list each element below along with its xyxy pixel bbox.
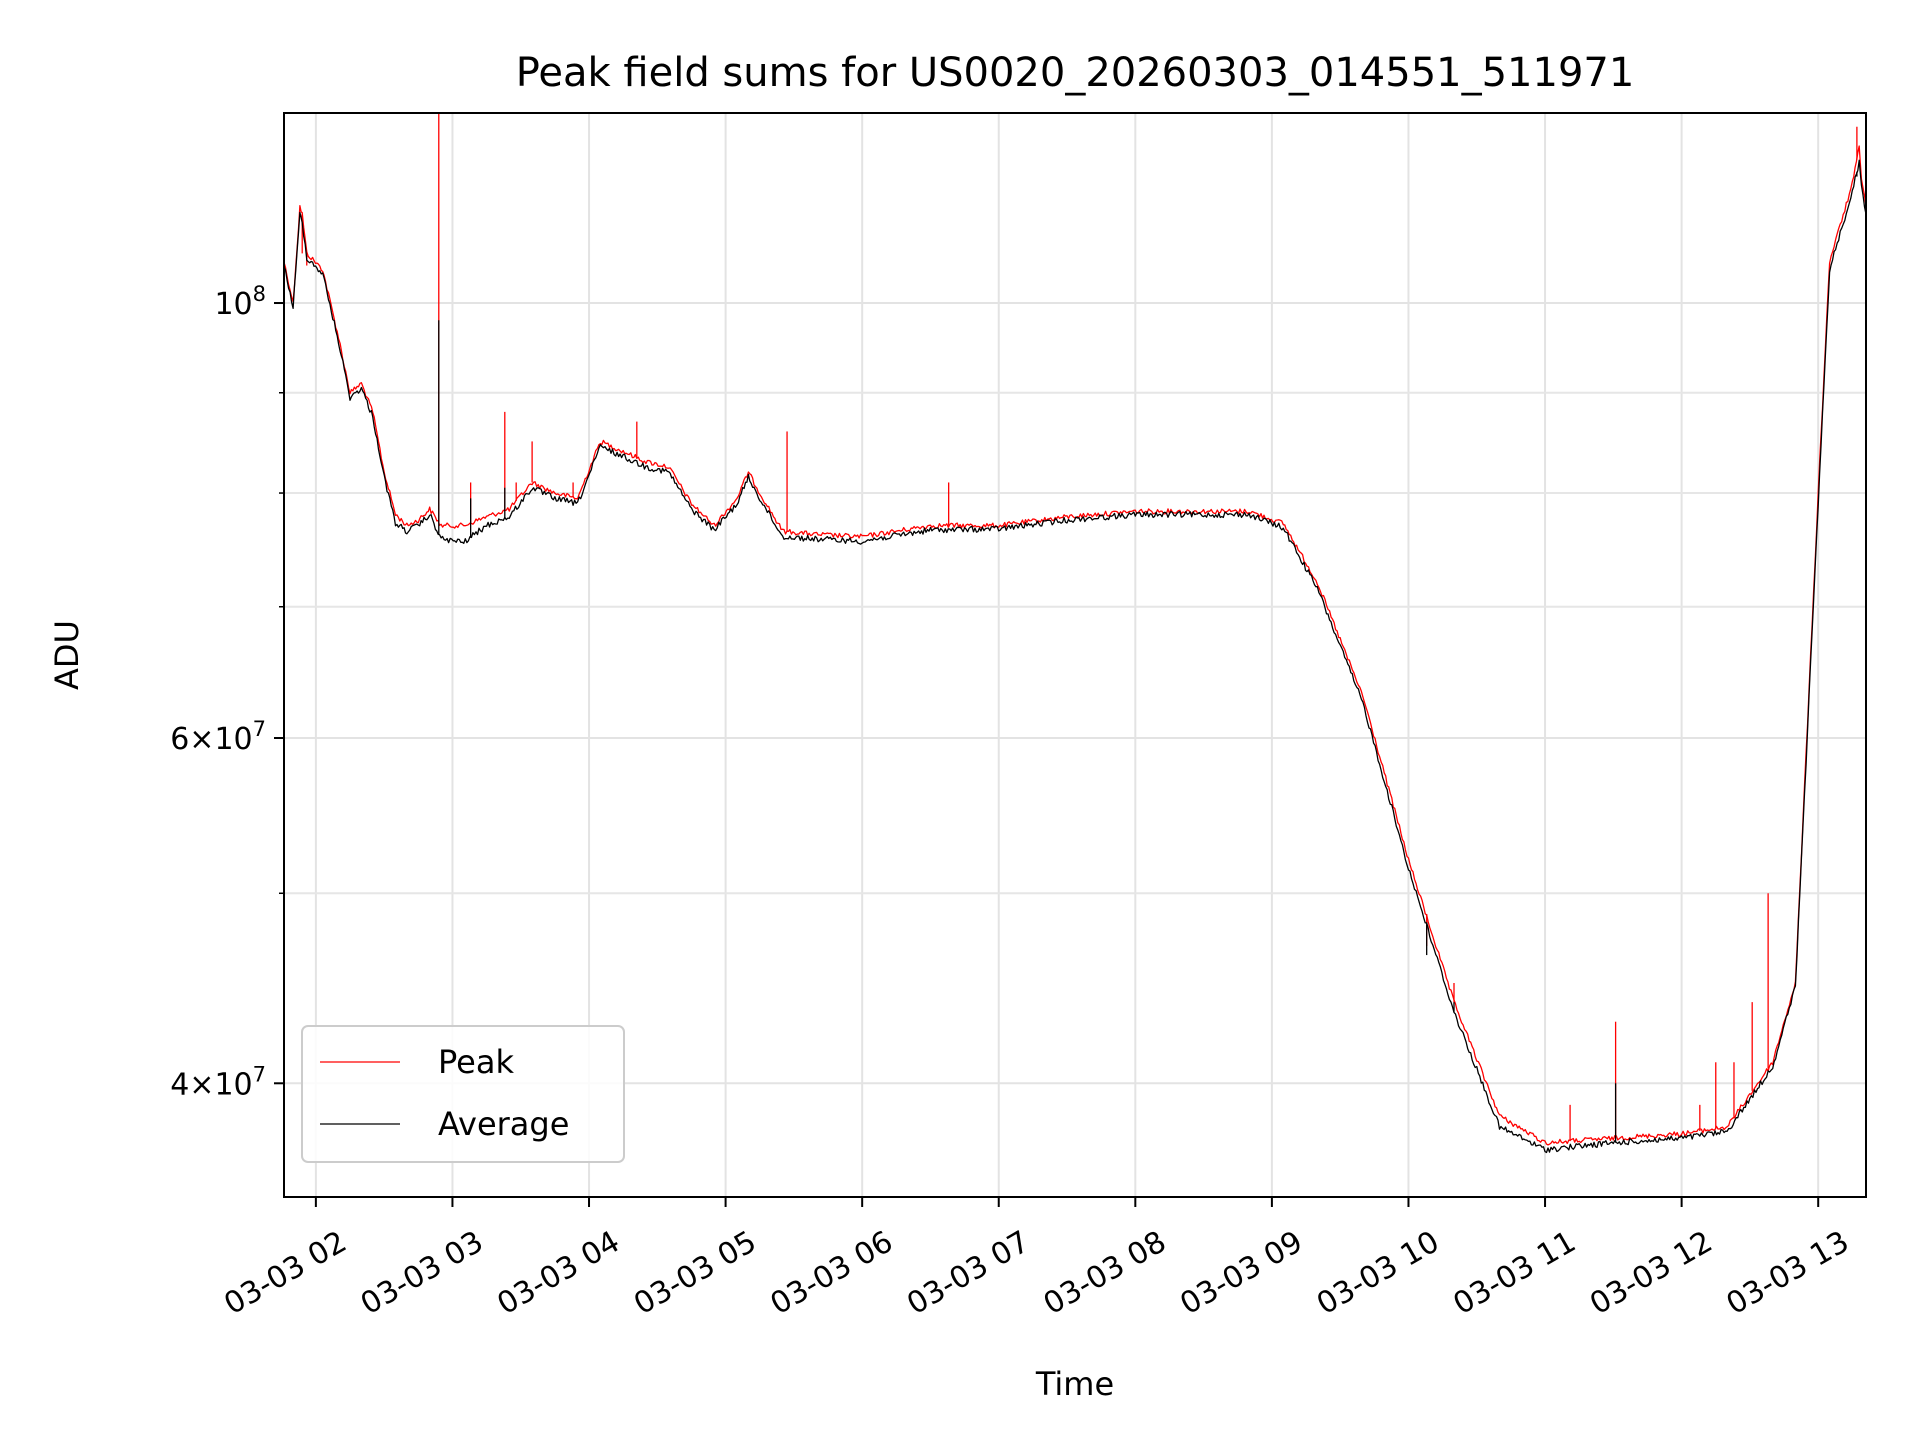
y-tick-times: × xyxy=(189,1067,214,1102)
y-tick-base: 10 xyxy=(214,287,252,322)
y-tick-label: 108 xyxy=(214,282,266,322)
y-tick-mantissa: 6 xyxy=(170,722,189,757)
plot-frame xyxy=(283,112,1867,1198)
y-tick-exponent: 8 xyxy=(253,282,266,306)
y-axis-label: ADU xyxy=(48,620,86,690)
y-tick-times: × xyxy=(189,722,214,757)
series-line-average xyxy=(284,159,1866,1154)
y-tick-label: 4×107 xyxy=(170,1062,266,1102)
series-layer xyxy=(284,113,1866,1154)
x-axis-label: Time xyxy=(1035,1365,1114,1403)
y-tick-mantissa: 4 xyxy=(170,1067,189,1102)
legend: Peak Average xyxy=(301,1025,625,1163)
legend-label-peak: Peak xyxy=(438,1043,514,1081)
legend-label-average: Average xyxy=(438,1105,569,1143)
y-tick-exponent: 7 xyxy=(253,717,266,741)
series-line-peak xyxy=(284,145,1866,1146)
grid xyxy=(284,113,1866,1197)
y-tick-base: 10 xyxy=(214,1067,252,1102)
y-tick-exponent: 7 xyxy=(253,1062,266,1086)
chart-title: Peak field sums for US0020_20260303_0145… xyxy=(516,50,1635,96)
series-group xyxy=(284,113,1866,1154)
y-tick-label: 6×107 xyxy=(170,717,266,757)
y-tick-base: 10 xyxy=(214,722,252,757)
legend-box xyxy=(301,1025,625,1163)
